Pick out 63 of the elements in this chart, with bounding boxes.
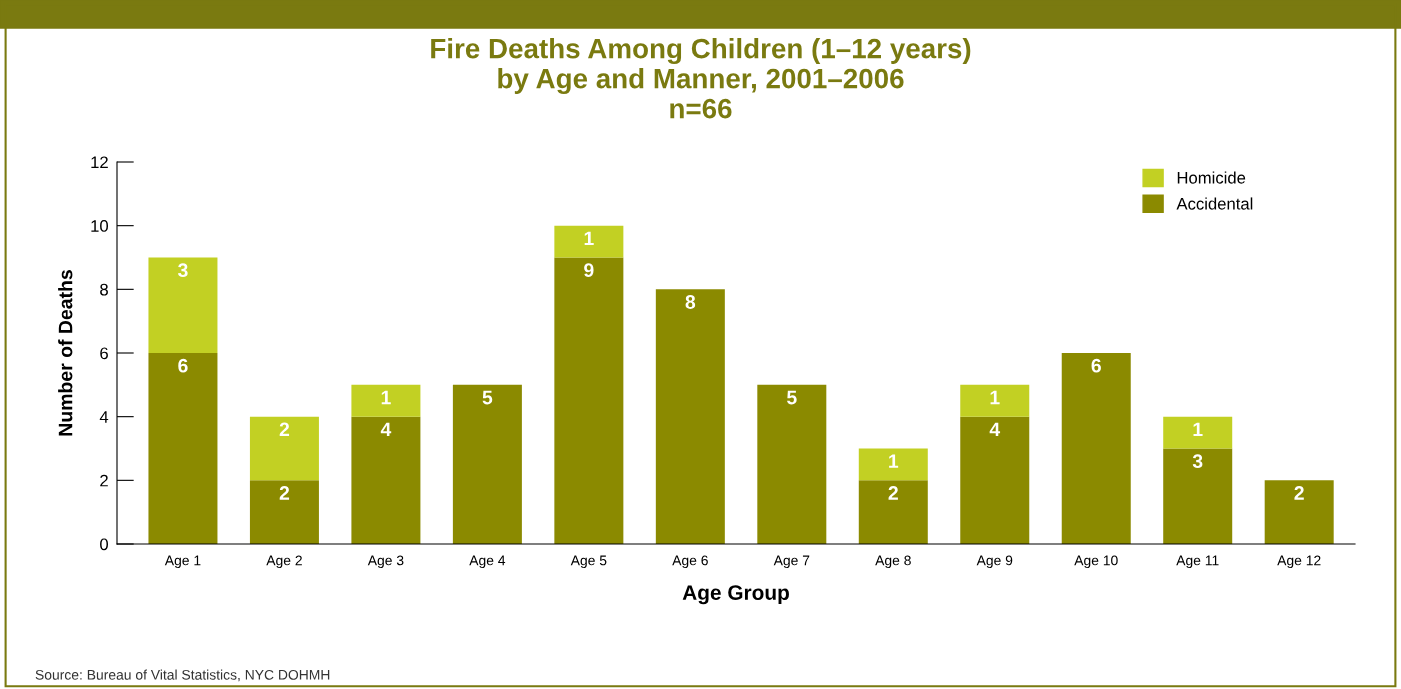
y-tick-label: 8 [100, 283, 108, 296]
bar [757, 384, 827, 544]
bar [452, 384, 522, 544]
data-label: 1 [584, 231, 594, 246]
data-label: 4 [989, 422, 1001, 437]
bar [148, 257, 218, 353]
source-note: Source: Bureau of Vital Statistics, NYC DOHMH [35, 669, 330, 682]
x-tick-label: Age 3 [367, 555, 404, 569]
y-tick-label: 12 [91, 156, 108, 169]
legend-label: Homicide [1177, 171, 1246, 184]
bar [351, 384, 421, 417]
data-label: 9 [584, 263, 594, 278]
bar [858, 480, 928, 544]
x-tick-label: Age 10 [1074, 555, 1118, 569]
data-label: 1 [1193, 422, 1203, 437]
y-tick-label: 0 [100, 538, 109, 551]
data-label: 1 [889, 454, 899, 468]
x-tick-label: Age 11 [1176, 555, 1219, 569]
bar [554, 225, 624, 258]
x-tick-label: Age 4 [469, 555, 506, 569]
data-label: 6 [1091, 358, 1101, 373]
data-label: 5 [787, 390, 797, 405]
data-label: 2 [279, 486, 290, 500]
x-tick-label: Age 5 [570, 555, 607, 569]
y-tick-label: 10 [91, 220, 109, 232]
bar [960, 416, 1030, 544]
x-tick-label: Age 8 [875, 555, 911, 569]
x-tick-label: Age 6 [672, 555, 708, 569]
bar [960, 384, 1030, 417]
bar [858, 448, 928, 481]
bar [655, 289, 725, 544]
chart-title: Fire Deaths Among Children (1–12 years) by Age and Manner, 2001–2006 n=66 [431, 38, 971, 119]
data-label: 4 [380, 422, 392, 437]
x-tick-label: Age 9 [976, 555, 1013, 569]
bar [249, 480, 319, 544]
bar [1163, 448, 1233, 544]
data-label: 8 [685, 295, 696, 309]
x-tick-label: Age 1 [164, 555, 201, 569]
data-label: 2 [279, 422, 290, 437]
bar [148, 353, 218, 544]
data-label: 2 [1294, 486, 1304, 500]
x-axis-title: Age Group [682, 585, 789, 605]
y-tick-label: 2 [100, 474, 108, 487]
x-tick-label: Age 7 [773, 555, 810, 569]
data-label: 5 [482, 390, 493, 405]
x-tick-label: Age 12 [1277, 555, 1321, 569]
data-label: 1 [381, 390, 391, 405]
legend-label: Accidental [1176, 197, 1253, 210]
data-label: 3 [1192, 454, 1203, 469]
x-tick-label: Age 2 [266, 555, 302, 569]
data-label: 3 [178, 263, 188, 278]
y-axis-title: Number of Deaths [58, 270, 73, 436]
bar [1264, 480, 1334, 544]
y-tick-label: 6 [100, 347, 108, 360]
bar [1061, 353, 1131, 544]
bar [1163, 416, 1233, 449]
data-label: 6 [178, 358, 188, 373]
data-label: 2 [888, 486, 898, 500]
bar [351, 416, 421, 544]
bar [249, 416, 319, 481]
y-tick-label: 4 [99, 411, 109, 423]
bar [554, 257, 624, 544]
data-label: 1 [990, 390, 1000, 405]
